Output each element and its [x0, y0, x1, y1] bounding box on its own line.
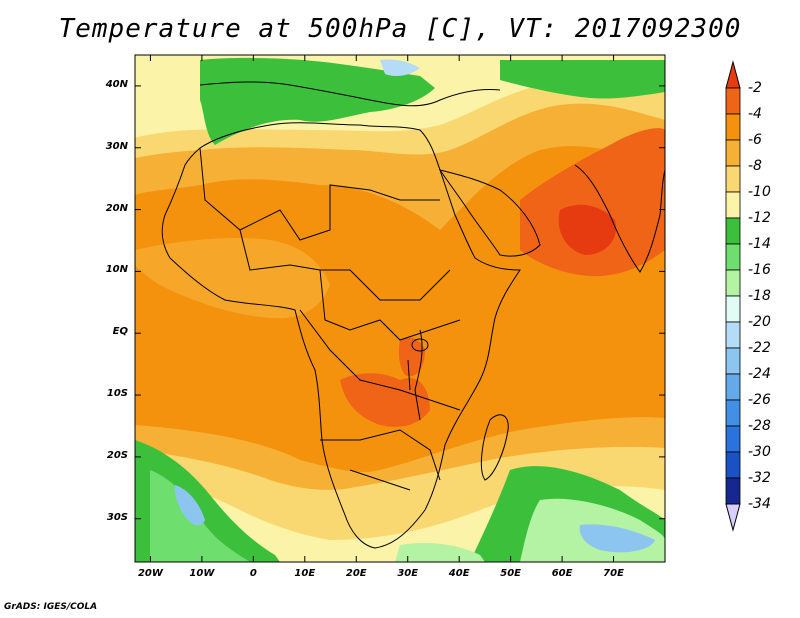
temperature-field	[135, 55, 665, 562]
colorbar-label: -26	[748, 392, 771, 408]
colorbar-label: -32	[748, 470, 771, 486]
colorbar-label: -34	[748, 496, 771, 512]
colorbar-label: -6	[748, 132, 762, 148]
longitude-label: 20W	[137, 568, 163, 579]
longitude-label: 50E	[500, 568, 521, 579]
colorbar-label: -22	[748, 340, 771, 356]
latitude-label: 30S	[106, 511, 128, 523]
colorbar-swatch	[725, 425, 741, 453]
latitude-label: 20S	[106, 449, 128, 461]
latitude-label: 30N	[105, 140, 128, 152]
colorbar-swatch	[725, 191, 741, 219]
colorbar-label: -14	[748, 236, 771, 252]
colorbar-label: -20	[748, 314, 771, 330]
colorbar-swatch	[725, 165, 741, 193]
longitude-label: 60E	[551, 568, 573, 579]
colorbar-bottom-arrow	[725, 503, 741, 532]
colorbar-label: -4	[748, 106, 762, 122]
colorbar-label: -18	[748, 288, 771, 304]
colorbar-swatch	[725, 217, 741, 245]
longitude-label: 20E	[345, 568, 367, 579]
colorbar-swatch	[725, 295, 741, 323]
latitude-label: 10S	[106, 388, 128, 400]
colorbar-label: -8	[748, 158, 762, 174]
colorbar-label: -2	[748, 80, 762, 96]
colorbar-swatch	[725, 139, 741, 167]
latitude-label: 20N	[105, 202, 128, 214]
colorbar-top-arrow	[725, 60, 741, 89]
colorbar-swatch	[725, 477, 741, 505]
colorbar-swatch	[725, 113, 741, 141]
longitude-label: 0	[249, 568, 257, 579]
colorbar-label: -28	[748, 418, 771, 434]
footer-credit: GrADS: IGES/COLA	[4, 602, 98, 612]
colorbar-swatch	[725, 321, 741, 349]
colorbar-label: -24	[748, 366, 771, 382]
longitude-label: 70E	[603, 568, 624, 579]
longitude-label: 10W	[189, 568, 215, 579]
colorbar-swatch	[725, 243, 741, 271]
colorbar-swatch	[725, 269, 741, 297]
colorbar-swatch	[725, 373, 741, 401]
latitude-label: EQ	[112, 326, 128, 338]
colorbar-label: -12	[748, 210, 771, 226]
latitude-label: 40N	[105, 78, 128, 90]
longitude-label: 10E	[294, 568, 316, 579]
longitude-label: 40E	[448, 568, 470, 579]
colorbar-swatch	[725, 399, 741, 427]
latitude-label: 10N	[105, 264, 128, 276]
colorbar-swatch	[725, 451, 741, 479]
colorbar-label: -16	[748, 262, 771, 278]
colorbar-label: -10	[748, 184, 771, 200]
colorbar-swatch	[725, 87, 741, 115]
colorbar	[725, 60, 741, 532]
colorbar-label: -30	[748, 444, 771, 460]
longitude-label: 30E	[397, 568, 419, 579]
chart-title: Temperature at 500hPa [C], VT: 201709230…	[58, 14, 742, 44]
colorbar-swatch	[725, 347, 741, 375]
